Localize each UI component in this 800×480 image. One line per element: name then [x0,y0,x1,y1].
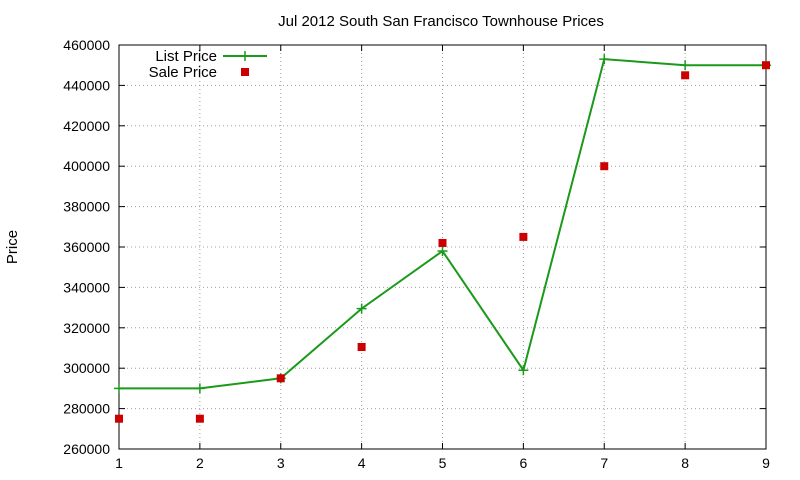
legend-label: List Price [155,48,217,65]
data-point-sale-price [438,238,447,247]
y-tick-label: 420000 [63,118,110,134]
x-tick-label: 1 [115,455,123,471]
y-tick-label: 300000 [63,360,110,376]
data-point-sale-price [600,162,609,171]
data-point-sale-price [195,414,204,423]
y-tick-label: 360000 [63,239,110,255]
data-point-sale-price [762,61,770,70]
x-tick-label: 5 [439,455,447,471]
data-point-list-price [194,383,205,394]
axes: 1 2 3 4 5 6 7 8 9 260000 280000 300000 320000 340000 3… [63,37,770,471]
y-tick-label: 260000 [63,441,110,457]
x-tick-label: 2 [196,455,204,471]
y-tick-label: 280000 [63,401,110,417]
legend-label: Sale Price [149,64,217,81]
data-point-sale-price [681,71,690,80]
y-tick-label: 440000 [63,77,110,93]
x-tick-label: 4 [358,455,366,471]
y-tick-label: 340000 [63,279,110,295]
data-point-list-price [114,383,124,394]
y-tick-label: 400000 [63,158,110,174]
series [114,54,771,423]
y-axis-label: Price [4,230,21,264]
data-point-list-price [599,54,610,65]
x-tick-label: 3 [277,455,285,471]
x-tick-label: 6 [519,455,527,471]
x-tick-label: 9 [762,455,770,471]
legend-swatch-marker [241,68,249,76]
y-tick-label: 320000 [63,320,110,336]
data-point-sale-price [357,342,366,351]
x-tick-label: 8 [681,455,689,471]
y-tick-label: 460000 [63,37,110,53]
legend-swatch-marker [240,51,250,61]
x-tick-label: 7 [600,455,608,471]
series-line-list-price [119,58,766,390]
data-point-sale-price [115,414,123,423]
data-point-list-price [518,365,529,376]
data-point-list-price [680,60,691,71]
series-sale-price [115,61,770,423]
data-point-list-price [356,303,367,314]
data-point-sale-price [276,374,285,383]
data-point-sale-price [519,232,528,241]
chart-title: Jul 2012 South San Francisco Townhouse P… [278,13,604,30]
data-point-list-price [437,246,448,257]
y-tick-label: 380000 [63,199,110,215]
